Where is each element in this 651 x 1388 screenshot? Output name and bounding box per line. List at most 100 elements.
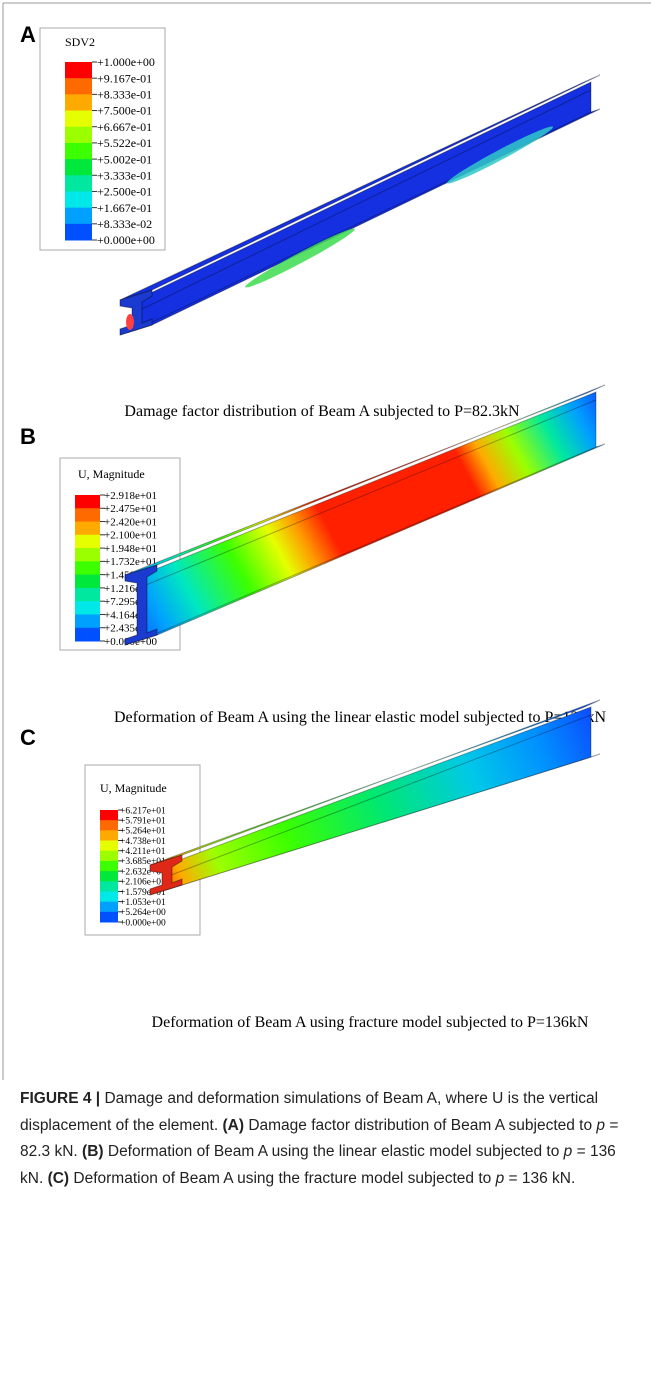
legend-swatch bbox=[65, 223, 92, 241]
caption-segment: Damage factor distribution of Beam A sub… bbox=[244, 1116, 597, 1134]
legend-swatch bbox=[100, 840, 118, 852]
legend-swatch bbox=[65, 142, 92, 160]
beam-edge bbox=[140, 399, 597, 588]
beam-top-flange bbox=[124, 384, 606, 576]
beam bbox=[124, 384, 606, 646]
legend-label: +8.333e-01 bbox=[97, 88, 152, 102]
legend-swatch bbox=[75, 587, 100, 602]
caption-segment: FIGURE 4 | bbox=[20, 1090, 101, 1107]
figure-caption: FIGURE 4 | Damage and deformation simula… bbox=[20, 1086, 642, 1192]
legend-swatch bbox=[100, 881, 118, 892]
legend-label: +7.500e-01 bbox=[97, 104, 152, 118]
legend-label: +1.732e+01 bbox=[104, 556, 157, 568]
caption-segment: Deformation of Beam A using the linear e… bbox=[103, 1143, 564, 1160]
legend-label: +4.211e+01 bbox=[120, 847, 166, 857]
legend-swatch bbox=[65, 126, 92, 144]
legend-label: +3.333e-01 bbox=[97, 168, 152, 182]
legend-title: U, Magnitude bbox=[78, 467, 145, 481]
beam-end bbox=[149, 854, 183, 896]
panel-letter: C bbox=[20, 725, 36, 750]
legend-label: +2.420e+01 bbox=[104, 516, 157, 528]
beam-top-flange bbox=[119, 74, 601, 301]
legend-label: +2.106e+01 bbox=[120, 878, 166, 888]
legend-swatch bbox=[65, 191, 92, 209]
beam bbox=[119, 74, 601, 336]
legend-swatch bbox=[75, 508, 100, 523]
legend-title: SDV2 bbox=[65, 35, 95, 49]
legend-swatch bbox=[75, 495, 100, 509]
beam-top-flange bbox=[149, 699, 601, 866]
beam-end bbox=[119, 289, 153, 336]
caption-segment: (B) bbox=[82, 1143, 104, 1160]
legend-swatch bbox=[100, 891, 118, 903]
legend-label: +1.667e-01 bbox=[97, 201, 152, 215]
caption-segment: p bbox=[596, 1116, 606, 1134]
caption-segment: (C) bbox=[47, 1169, 70, 1187]
beam-edge bbox=[165, 714, 592, 878]
figure: A SDV2+1.000e+00 +9.167e-01 +8.333e-01 +7.50… bbox=[2, 2, 651, 1080]
beam bbox=[149, 699, 601, 896]
legend-label: +8.333e-02 bbox=[97, 217, 152, 231]
legend-label: +2.918e+01 bbox=[104, 490, 157, 502]
legend-label: +2.632e+01 bbox=[120, 867, 166, 877]
legend-swatch bbox=[65, 78, 92, 95]
legend-swatch bbox=[65, 175, 92, 192]
caption-segment: = 136 kN. bbox=[20, 1143, 616, 1187]
caption-segment: Deformation of Beam A using the fracture… bbox=[69, 1169, 496, 1187]
legend-box bbox=[39, 27, 166, 251]
legend-swatch bbox=[75, 534, 100, 549]
legend-swatch bbox=[75, 548, 100, 562]
legend-swatch bbox=[65, 94, 92, 112]
panel-letter: A bbox=[20, 22, 36, 47]
legend-swatch bbox=[100, 830, 118, 842]
legend-swatch bbox=[100, 820, 118, 831]
legend-label: +3.685e+01 bbox=[120, 857, 166, 867]
legend-swatch bbox=[65, 62, 92, 79]
legend-swatch bbox=[100, 901, 118, 913]
caption-segment: p bbox=[495, 1169, 505, 1187]
beam-web bbox=[140, 391, 597, 641]
beam-end bbox=[124, 564, 158, 646]
damage-zone bbox=[245, 228, 355, 288]
legend-label: +5.002e-01 bbox=[97, 152, 152, 166]
legend-label: +5.791e+01 bbox=[120, 817, 166, 827]
legend-label: +5.264e+00 bbox=[120, 908, 166, 918]
legend-label: +2.475e+01 bbox=[104, 503, 157, 515]
legend-swatch bbox=[100, 860, 118, 872]
legend-swatch bbox=[75, 521, 100, 536]
beam-web bbox=[135, 81, 592, 331]
panel-caption: Damage factor distribution of Beam A sub… bbox=[124, 403, 520, 420]
legend-label: +6.667e-01 bbox=[97, 120, 152, 134]
legend-swatch bbox=[75, 627, 100, 642]
damage-zone bbox=[446, 126, 554, 184]
legend-label: +1.948e+01 bbox=[104, 543, 157, 555]
legend-label: +9.167e-01 bbox=[97, 71, 152, 85]
legend-label: +0.000e+00 bbox=[120, 918, 166, 928]
caption-segment: = 136 kN. bbox=[504, 1169, 576, 1187]
legend-label: +2.500e-01 bbox=[97, 185, 152, 199]
legend-swatch bbox=[100, 810, 118, 821]
legend-swatch bbox=[100, 871, 118, 882]
panel-letter: B bbox=[20, 424, 36, 449]
legend-label: +1.053e+01 bbox=[120, 898, 166, 908]
legend-swatch bbox=[65, 159, 92, 176]
panel-caption: Deformation of Beam A using fracture mod… bbox=[152, 1014, 589, 1031]
caption-segment: Damage and deformation simulations of Be… bbox=[20, 1090, 599, 1134]
legend-swatch bbox=[65, 110, 92, 128]
panel-caption: Deformation of Beam A using the linear e… bbox=[114, 709, 606, 726]
legend-swatch bbox=[75, 614, 100, 629]
legend-swatch bbox=[100, 911, 118, 923]
legend-label: +5.522e-01 bbox=[97, 136, 152, 150]
legend-label: +1.000e+00 bbox=[97, 55, 155, 69]
beam-edge bbox=[135, 89, 592, 313]
caption-segment: (A) bbox=[222, 1116, 245, 1134]
damage-zone bbox=[126, 314, 134, 330]
legend-label: +1.579e+01 bbox=[120, 888, 166, 898]
legend-label: +5.264e+01 bbox=[120, 827, 166, 837]
legend-label: +0.000e+00 bbox=[97, 233, 155, 247]
caption-segment: p bbox=[563, 1143, 573, 1160]
beam-web bbox=[165, 706, 592, 891]
legend-swatch bbox=[65, 207, 92, 225]
legend-label: +6.217e+01 bbox=[120, 806, 166, 816]
